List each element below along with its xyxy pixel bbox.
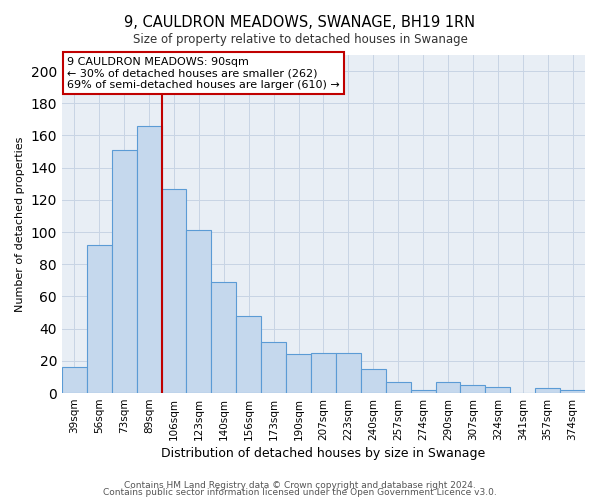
Bar [161,188,187,393]
Bar [436,382,460,393]
Bar [460,385,485,393]
Text: 9 CAULDRON MEADOWS: 90sqm
← 30% of detached houses are smaller (262)
69% of semi: 9 CAULDRON MEADOWS: 90sqm ← 30% of detac… [67,56,340,90]
Text: Contains public sector information licensed under the Open Government Licence v3: Contains public sector information licen… [103,488,497,497]
Bar [311,353,336,393]
Bar [112,150,137,393]
Bar [211,282,236,393]
Bar [187,230,211,393]
Bar [336,353,361,393]
Bar [286,354,311,393]
Text: Size of property relative to detached houses in Swanage: Size of property relative to detached ho… [133,32,467,46]
Bar [87,245,112,393]
Bar [361,369,386,393]
Bar [261,342,286,393]
Bar [62,368,87,393]
Text: 9, CAULDRON MEADOWS, SWANAGE, BH19 1RN: 9, CAULDRON MEADOWS, SWANAGE, BH19 1RN [124,15,476,30]
Bar [410,390,436,393]
Text: Contains HM Land Registry data © Crown copyright and database right 2024.: Contains HM Land Registry data © Crown c… [124,480,476,490]
Bar [386,382,410,393]
Bar [236,316,261,393]
Bar [535,388,560,393]
Bar [137,126,161,393]
Bar [560,390,585,393]
X-axis label: Distribution of detached houses by size in Swanage: Distribution of detached houses by size … [161,447,485,460]
Bar [485,386,510,393]
Y-axis label: Number of detached properties: Number of detached properties [15,136,25,312]
